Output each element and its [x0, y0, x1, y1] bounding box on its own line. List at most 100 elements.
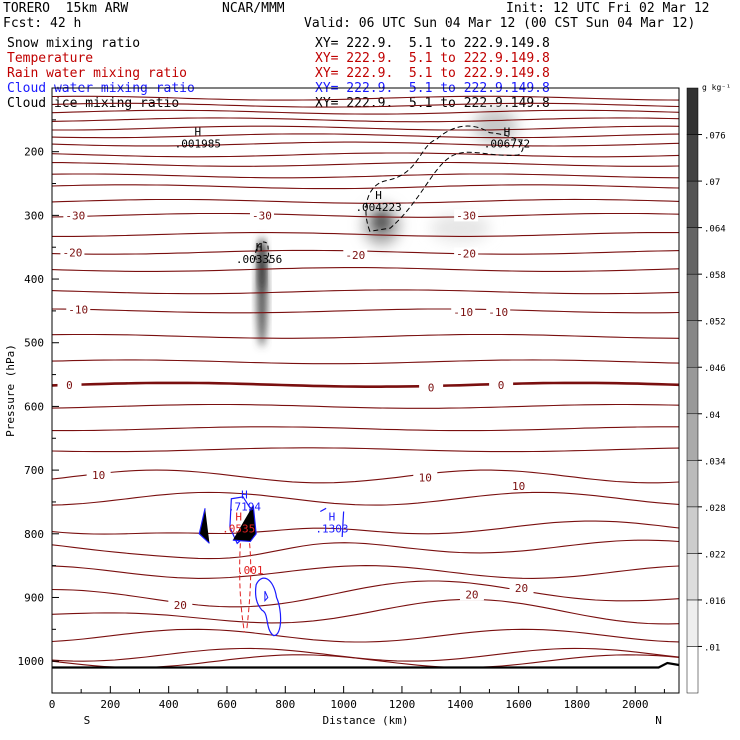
y-tick-label: 800	[24, 528, 44, 541]
colorbar-label: .076	[704, 132, 726, 142]
temperature-contour	[51, 141, 680, 147]
colorbar-swatch	[686, 646, 699, 694]
x-tick-label: 1000	[330, 698, 357, 711]
cloud-water-contour	[320, 507, 345, 538]
label-mask	[419, 381, 444, 394]
colorbar-swatch	[686, 366, 699, 415]
y-tick-label: 500	[24, 337, 44, 350]
x-tick-label: 1400	[447, 698, 474, 711]
y-tick-label: 300	[24, 209, 44, 222]
colorbar-unit: g kg⁻¹	[702, 83, 731, 92]
temperature-label: 0	[498, 379, 505, 392]
label-mask	[66, 303, 91, 316]
colorbar-label: .016	[704, 597, 726, 607]
label-mask	[86, 469, 111, 482]
plot-frame	[51, 87, 680, 694]
x-tick-label: 1200	[389, 698, 416, 711]
x-tick-label: 400	[159, 698, 179, 711]
field-xy-range: XY= 222.9. 5.1 to 222.9.149.8	[315, 66, 550, 81]
temperature-contour	[51, 198, 680, 204]
temperature-contour	[51, 289, 680, 295]
maximum-value: .006772	[484, 137, 530, 150]
temperature-contour	[51, 267, 680, 272]
label-mask	[343, 248, 368, 261]
temperature-contour	[51, 520, 680, 535]
y-tick-label: 700	[24, 464, 44, 477]
label-mask	[60, 246, 85, 259]
y-tick-label: 1000	[18, 655, 45, 668]
temperature-contour	[52, 426, 679, 432]
x-tick-label: 200	[100, 698, 120, 711]
y-axis-label: Pressure (hPa)	[4, 344, 17, 437]
temperature-contour	[52, 232, 679, 237]
maximum-value: .003356	[236, 253, 282, 266]
temperature-contour	[51, 598, 680, 625]
colorbar-swatch	[686, 506, 699, 554]
cloud-ice-contour	[365, 125, 524, 232]
field-name: Temperature	[7, 51, 94, 66]
maximum-value: .001985	[175, 137, 221, 150]
y-tick-label: 200	[24, 146, 44, 159]
colorbar-label: .01	[704, 643, 720, 653]
maximum-marker: H	[256, 241, 263, 254]
temperature-label: -10	[488, 306, 508, 319]
temperature-contour	[51, 133, 680, 139]
maximum-value: .1303	[315, 523, 348, 536]
temperature-label: -30	[456, 209, 476, 222]
x-tick-label: 2000	[622, 698, 649, 711]
temperature-label: -10	[68, 304, 88, 317]
temperature-contour	[51, 491, 680, 506]
colorbar-swatch	[686, 553, 699, 601]
temperature-label: -20	[345, 249, 365, 262]
label-mask	[454, 247, 479, 260]
rain-contour	[239, 527, 252, 633]
x-axis-label: Distance (km)	[322, 714, 408, 727]
x-tick-label: 0	[49, 698, 56, 711]
y-tick-label: 600	[24, 400, 44, 413]
temperature-contour	[51, 102, 680, 108]
colorbar-swatch	[686, 273, 699, 321]
forecast-label: Fcst:	[3, 16, 43, 31]
maximum-marker: H	[504, 125, 511, 138]
label-mask	[459, 588, 484, 601]
x-tick-label: 800	[275, 698, 295, 711]
label-mask	[486, 306, 511, 319]
model-title: TORERO 15km ARW	[3, 1, 129, 16]
field-name: Snow mixing ratio	[7, 36, 141, 51]
temperature-contour	[51, 184, 680, 190]
temperature-label: 10	[512, 480, 525, 493]
maximum-marker: H	[241, 488, 248, 501]
temperature-contour	[51, 212, 680, 218]
temperature-label: 0	[66, 379, 73, 392]
temperature-label: 10	[92, 469, 105, 482]
label-mask	[451, 306, 476, 319]
colorbar-swatch	[686, 599, 699, 647]
snow-shading	[373, 212, 390, 231]
temperature-contour	[52, 161, 680, 167]
label-mask	[506, 480, 531, 493]
x-tick-label: 1800	[564, 698, 591, 711]
maximum-marker: H	[235, 511, 242, 524]
colorbar-label: .04	[704, 411, 720, 421]
temperature-label: 20	[465, 588, 478, 601]
colorbar-swatch	[686, 320, 699, 368]
maximum-value: .004223	[355, 201, 401, 214]
temperature-label: 20	[174, 599, 187, 612]
label-mask	[413, 471, 438, 484]
colorbar-label: .046	[704, 364, 726, 374]
temperature-contour	[51, 447, 680, 453]
temperature-label: 20	[515, 582, 528, 595]
colorbar-swatch	[686, 413, 699, 461]
north-label: N	[655, 714, 662, 727]
colorbar-swatch	[686, 460, 699, 508]
label-mask	[509, 581, 534, 594]
field-xy-range: XY= 222.9. 5.1 to 222.9.149.8	[315, 36, 550, 51]
temperature-contour	[51, 109, 680, 115]
maximum-marker: H	[329, 511, 336, 524]
field-xy-range: XY= 222.9. 5.1 to 222.9.149.8	[315, 51, 550, 66]
cloud-water-contour	[198, 505, 257, 544]
cloud-water-contour	[264, 590, 269, 602]
valid-time: Valid: 06 UTC Sun 04 Mar 12 (00 CST Sun …	[304, 16, 696, 31]
colorbar-swatch	[686, 87, 699, 135]
temperature-contour	[51, 173, 680, 179]
